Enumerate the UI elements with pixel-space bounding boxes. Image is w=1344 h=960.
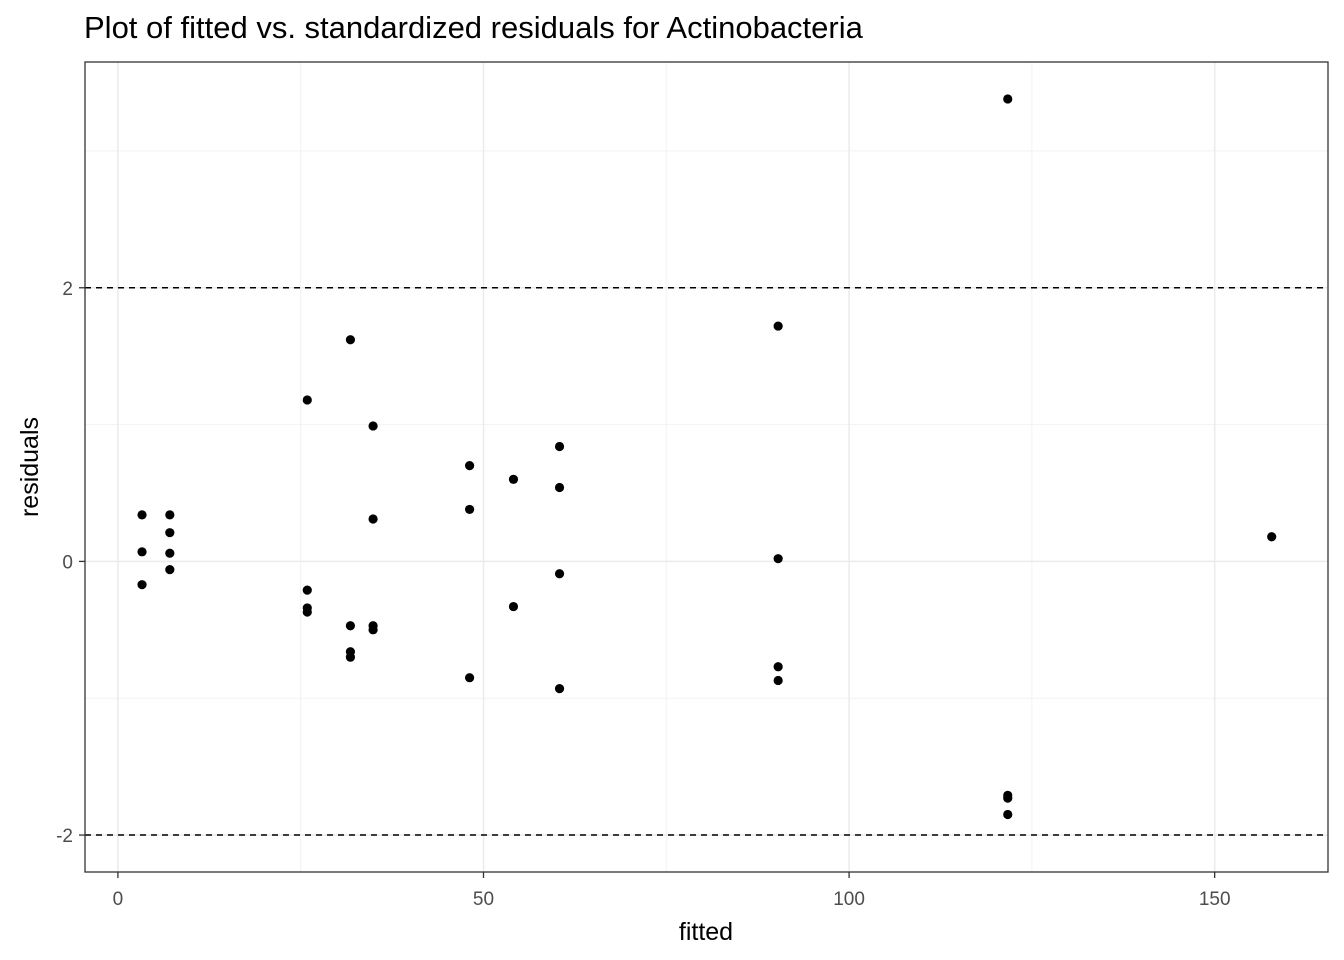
data-point (554, 684, 565, 694)
data-point (773, 675, 783, 686)
data-point (345, 621, 356, 631)
data-point (368, 421, 378, 431)
y-tick-label: 2 (62, 279, 73, 300)
data-point (1267, 532, 1277, 542)
x-axis-title: fitted (679, 918, 733, 946)
y-tick-label: -2 (56, 826, 73, 847)
data-point (368, 514, 378, 524)
data-point (1003, 94, 1013, 104)
data-point (302, 585, 312, 595)
x-tick-label: 50 (473, 889, 494, 910)
data-points (137, 94, 1277, 820)
data-point (554, 569, 565, 579)
data-point (464, 461, 475, 471)
y-axis-ticks: -2 0 2 (56, 279, 85, 847)
chart-title: Plot of fitted vs. standardized residual… (84, 10, 863, 45)
data-point (137, 547, 147, 557)
data-point (345, 335, 356, 345)
data-point (345, 652, 356, 662)
data-point (464, 504, 475, 515)
data-point (137, 580, 147, 590)
x-axis-ticks: 0 50 100 150 (113, 872, 1231, 910)
data-point (1003, 809, 1013, 820)
data-point (773, 321, 783, 331)
y-axis-title: residuals (16, 417, 44, 517)
data-point (302, 607, 312, 617)
data-point (773, 554, 783, 564)
x-tick-label: 100 (833, 889, 865, 910)
minor-gridlines (85, 62, 1328, 872)
x-tick-label: 0 (113, 889, 124, 910)
data-point (1003, 793, 1013, 803)
panel-border (84, 61, 1329, 873)
data-point (464, 673, 475, 683)
data-point (137, 510, 147, 520)
data-point (165, 565, 175, 575)
y-tick-label: 0 (62, 552, 73, 573)
data-point (165, 548, 175, 558)
panel-background (85, 62, 1328, 872)
data-point (368, 625, 378, 635)
data-point (165, 510, 175, 520)
data-point (508, 601, 519, 612)
x-tick-label: 150 (1199, 889, 1231, 910)
data-point (554, 482, 565, 493)
data-point (554, 441, 565, 452)
data-point (508, 474, 519, 484)
data-point (773, 662, 783, 672)
data-point (165, 528, 175, 538)
data-point (302, 395, 312, 405)
reference-lines (85, 287, 1328, 836)
